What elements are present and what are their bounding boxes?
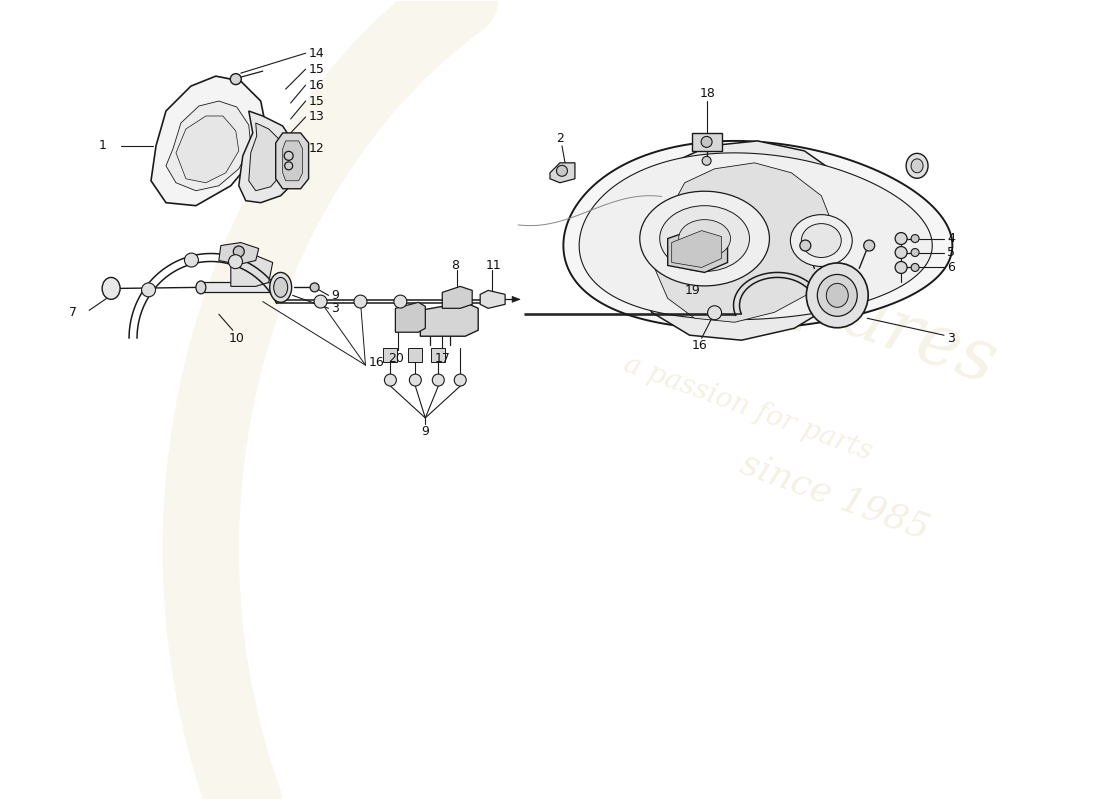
- Text: 11: 11: [486, 259, 502, 272]
- Circle shape: [310, 283, 319, 292]
- Circle shape: [454, 374, 466, 386]
- Ellipse shape: [817, 274, 857, 316]
- Circle shape: [701, 137, 712, 147]
- Ellipse shape: [102, 278, 120, 299]
- Ellipse shape: [906, 154, 928, 178]
- Ellipse shape: [806, 263, 868, 328]
- Text: 7: 7: [69, 306, 77, 319]
- Polygon shape: [631, 141, 861, 340]
- Circle shape: [315, 295, 327, 308]
- Polygon shape: [231, 255, 273, 286]
- Text: 18: 18: [700, 86, 715, 99]
- Text: 16: 16: [692, 338, 707, 352]
- Polygon shape: [668, 226, 727, 273]
- Polygon shape: [219, 242, 258, 265]
- Polygon shape: [692, 133, 722, 151]
- Text: 9: 9: [331, 289, 340, 302]
- Text: 5: 5: [947, 246, 955, 259]
- Circle shape: [895, 233, 908, 245]
- Circle shape: [911, 234, 920, 242]
- Text: 10: 10: [229, 332, 244, 345]
- Circle shape: [285, 162, 293, 170]
- Text: 2: 2: [556, 133, 564, 146]
- Circle shape: [895, 246, 908, 258]
- Ellipse shape: [640, 191, 769, 286]
- Circle shape: [911, 263, 920, 271]
- Circle shape: [864, 240, 874, 251]
- Polygon shape: [166, 101, 251, 190]
- Circle shape: [911, 249, 920, 257]
- Text: 16: 16: [368, 356, 384, 369]
- Text: 16: 16: [309, 78, 324, 91]
- Circle shape: [233, 246, 244, 257]
- Text: 15: 15: [309, 62, 324, 76]
- Ellipse shape: [911, 159, 923, 173]
- Ellipse shape: [826, 283, 848, 307]
- Text: 15: 15: [309, 94, 324, 107]
- Polygon shape: [176, 116, 239, 182]
- Text: 6: 6: [947, 261, 955, 274]
- Polygon shape: [276, 133, 309, 189]
- Polygon shape: [395, 302, 426, 332]
- Text: since 1985: since 1985: [736, 446, 934, 546]
- Polygon shape: [151, 76, 266, 206]
- Polygon shape: [481, 290, 505, 308]
- Polygon shape: [239, 111, 296, 202]
- Circle shape: [432, 374, 444, 386]
- Circle shape: [707, 306, 722, 320]
- Polygon shape: [672, 230, 722, 267]
- Ellipse shape: [791, 214, 852, 266]
- Text: 12: 12: [309, 142, 324, 155]
- Text: 13: 13: [309, 110, 324, 123]
- Text: 9: 9: [421, 426, 429, 438]
- Circle shape: [557, 166, 568, 176]
- Polygon shape: [513, 296, 520, 302]
- Circle shape: [384, 374, 396, 386]
- Circle shape: [800, 240, 811, 251]
- Polygon shape: [201, 282, 278, 292]
- Text: 14: 14: [309, 46, 324, 60]
- Circle shape: [229, 254, 242, 269]
- Circle shape: [895, 262, 908, 274]
- Circle shape: [394, 295, 407, 308]
- Polygon shape: [580, 153, 933, 320]
- Polygon shape: [420, 302, 478, 336]
- Text: 3: 3: [331, 302, 340, 315]
- Text: eurospares: eurospares: [598, 194, 1007, 399]
- Polygon shape: [408, 348, 422, 362]
- Text: 20: 20: [388, 352, 405, 365]
- Polygon shape: [384, 348, 397, 362]
- Polygon shape: [431, 348, 446, 362]
- Circle shape: [142, 283, 155, 297]
- Ellipse shape: [274, 278, 288, 298]
- Polygon shape: [654, 163, 834, 322]
- Ellipse shape: [196, 281, 206, 294]
- Polygon shape: [563, 141, 953, 330]
- Polygon shape: [550, 163, 575, 182]
- Ellipse shape: [802, 224, 842, 258]
- Polygon shape: [249, 123, 283, 190]
- Ellipse shape: [679, 220, 730, 258]
- Text: 8: 8: [451, 259, 460, 272]
- Ellipse shape: [660, 206, 749, 271]
- Text: 19: 19: [684, 284, 701, 297]
- Circle shape: [702, 156, 711, 166]
- Text: 1: 1: [98, 139, 106, 152]
- Text: a passion for parts: a passion for parts: [619, 350, 876, 466]
- Circle shape: [409, 374, 421, 386]
- Text: 4: 4: [947, 232, 955, 245]
- Polygon shape: [283, 141, 302, 181]
- Polygon shape: [442, 286, 472, 308]
- Circle shape: [354, 295, 367, 308]
- Circle shape: [185, 253, 198, 267]
- Text: 17: 17: [434, 352, 450, 365]
- Text: 3: 3: [947, 332, 955, 345]
- Ellipse shape: [270, 273, 292, 302]
- Circle shape: [230, 74, 241, 85]
- Circle shape: [284, 151, 294, 160]
